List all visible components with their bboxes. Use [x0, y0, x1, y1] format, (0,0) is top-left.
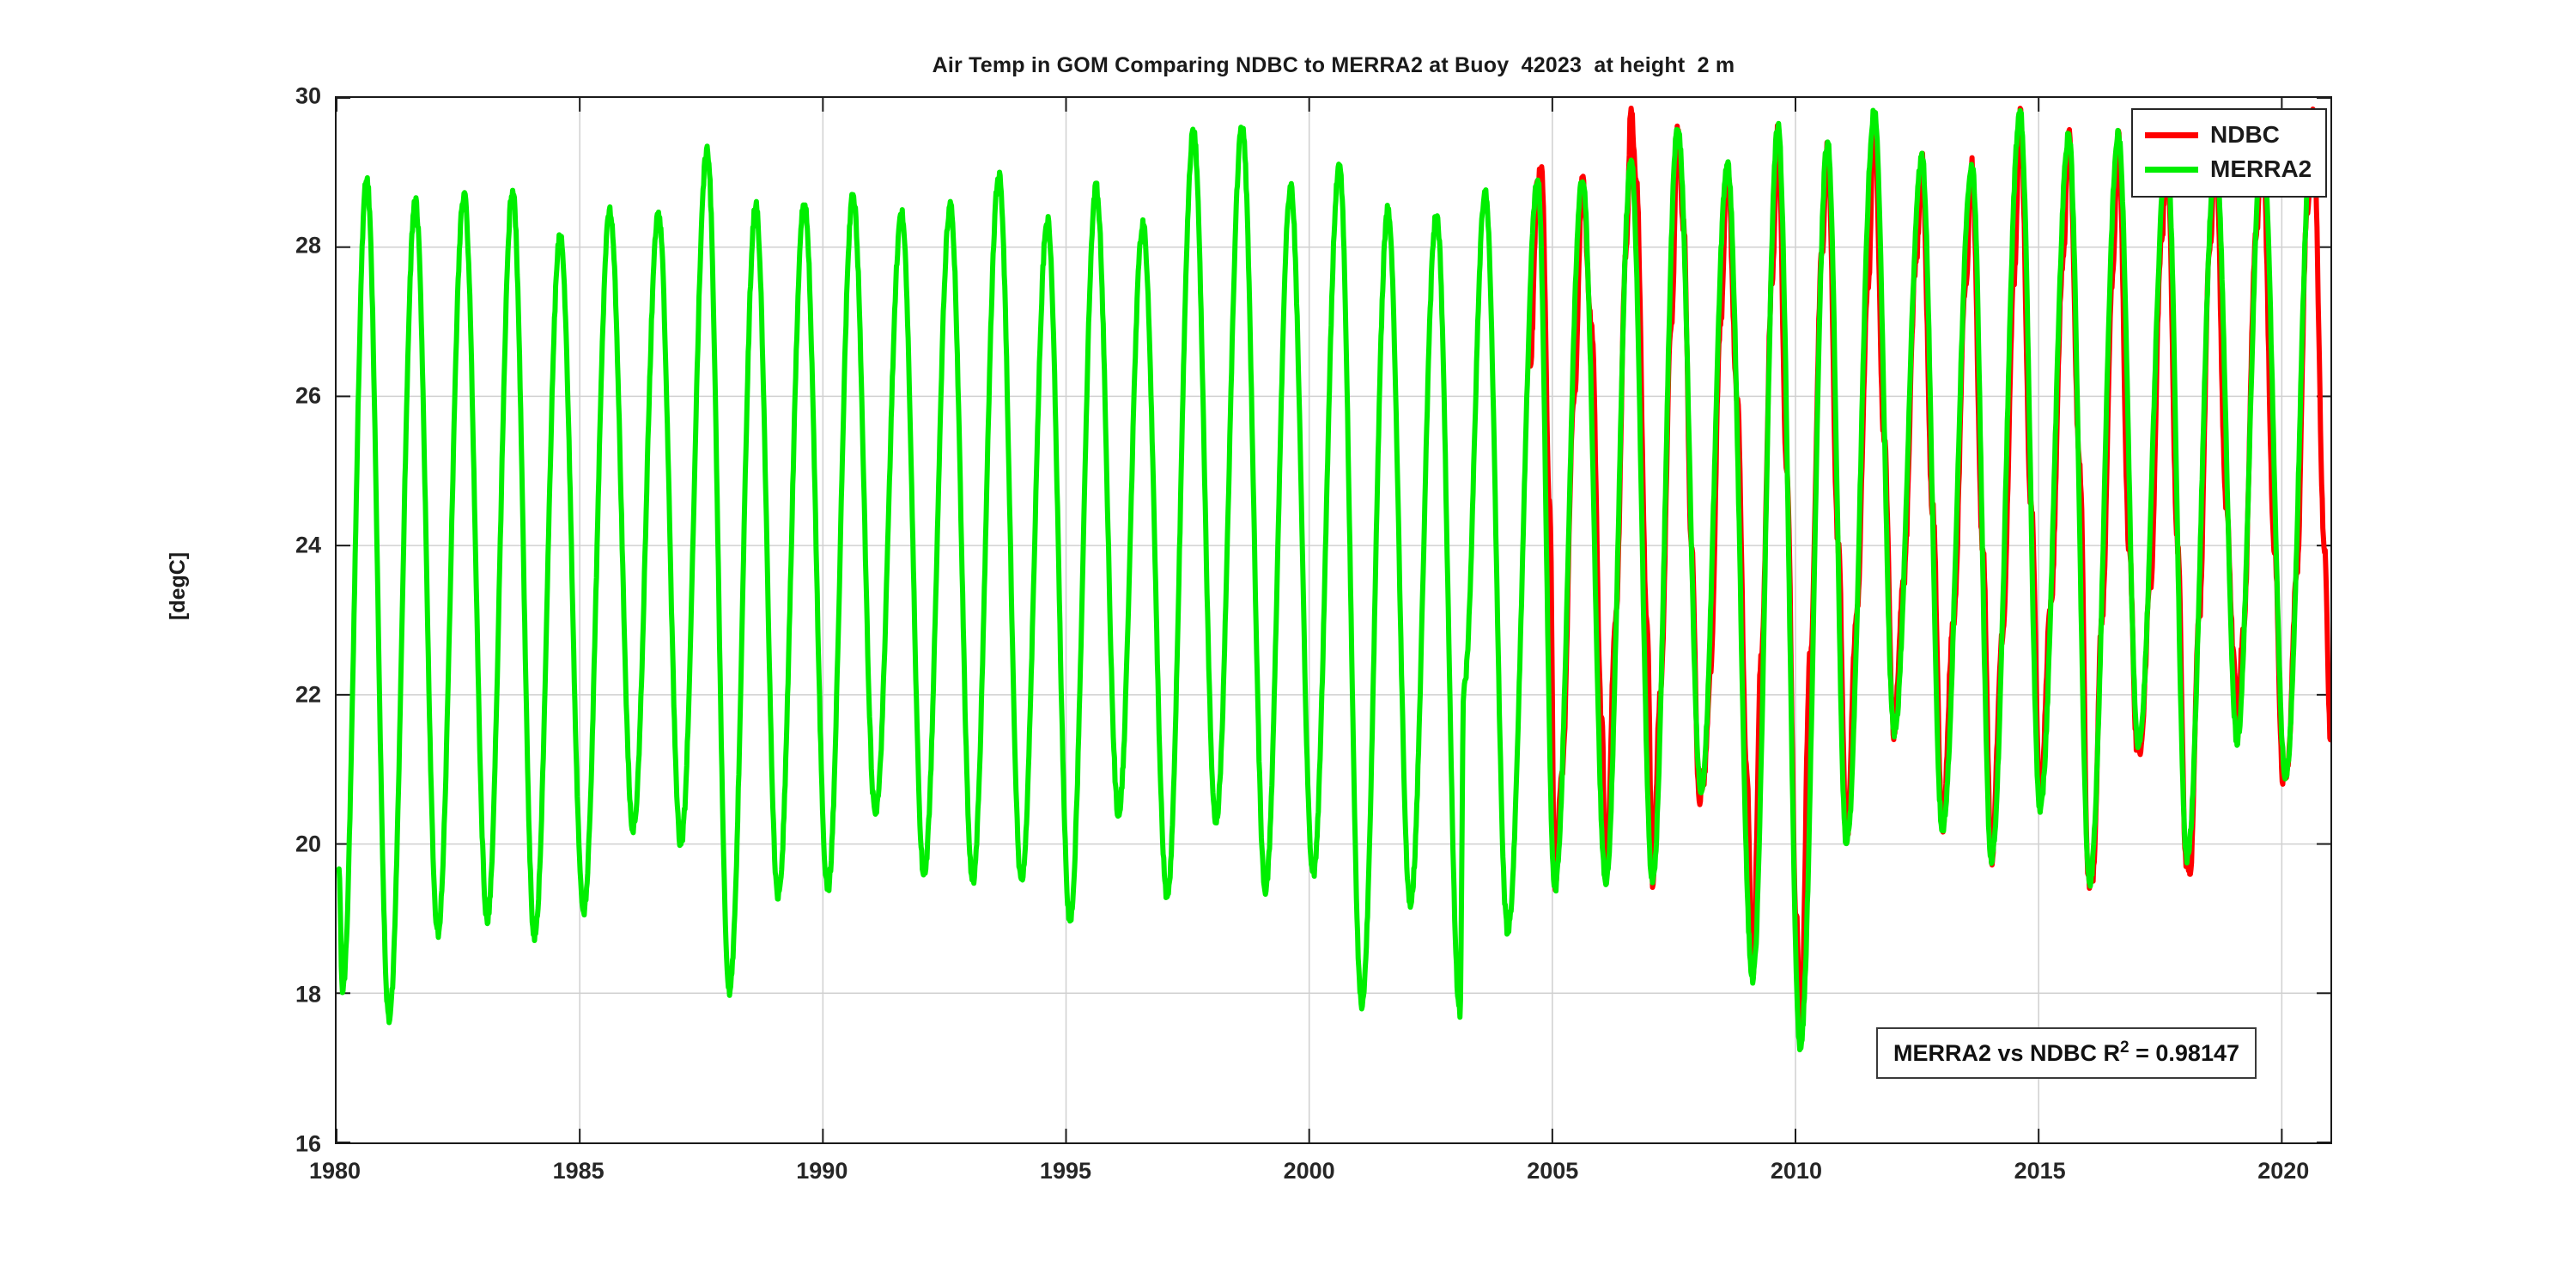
y-axis-label: [degC] [166, 551, 190, 620]
y-axis-tick-labels: 16 18 20 22 24 26 28 30 [246, 83, 321, 1157]
x-tick-1980: 1980 [308, 1158, 361, 1184]
legend-item-ndbc[interactable]: NDBC [2145, 118, 2312, 152]
legend-item-merra2[interactable]: MERRA2 [2145, 152, 2312, 186]
legend-swatch-ndbc-icon [2145, 131, 2198, 138]
legend-swatch-merra2-icon [2145, 166, 2198, 173]
x-tick-2015: 2015 [2014, 1158, 2066, 1184]
y-tick-26: 26 [295, 382, 321, 409]
y-tick-24: 24 [295, 532, 321, 558]
x-tick-2000: 2000 [1283, 1158, 1335, 1184]
y-tick-28: 28 [295, 232, 321, 259]
legend-label: MERRA2 [2210, 155, 2312, 182]
x-tick-2010: 2010 [1770, 1158, 1822, 1184]
y-tick-16: 16 [295, 1130, 321, 1157]
x-tick-1995: 1995 [1039, 1158, 1091, 1184]
legend[interactable]: NDBC MERRA2 [2131, 108, 2328, 198]
chart-title: Air Temp in GOM Comparing NDBC to MERRA2… [932, 53, 1735, 77]
x-axis-tick-labels: 1980 1985 1990 1995 2000 2005 2010 2015 2020 [309, 1158, 2332, 1192]
r-squared-exponent: 2 [2120, 1038, 2129, 1057]
series-path-merra2 [339, 111, 2313, 1051]
y-tick-22: 22 [295, 681, 321, 708]
x-tick-2020: 2020 [2257, 1158, 2310, 1184]
plot-area [335, 96, 2332, 1144]
y-tick-30: 30 [295, 82, 321, 109]
y-tick-20: 20 [295, 831, 321, 857]
r-squared-annotation-box: MERRA2 vs NDBC R2 = 0.98147 [1876, 1027, 2257, 1079]
data-series-layer [337, 98, 2330, 1142]
x-tick-2005: 2005 [1527, 1158, 1579, 1184]
x-tick-1990: 1990 [796, 1158, 848, 1184]
x-tick-1985: 1985 [552, 1158, 605, 1184]
y-tick-18: 18 [295, 981, 321, 1008]
r-squared-annotation-text: MERRA2 vs NDBC R2 = 0.98147 [1893, 1038, 2239, 1066]
legend-label: NDBC [2210, 121, 2280, 148]
